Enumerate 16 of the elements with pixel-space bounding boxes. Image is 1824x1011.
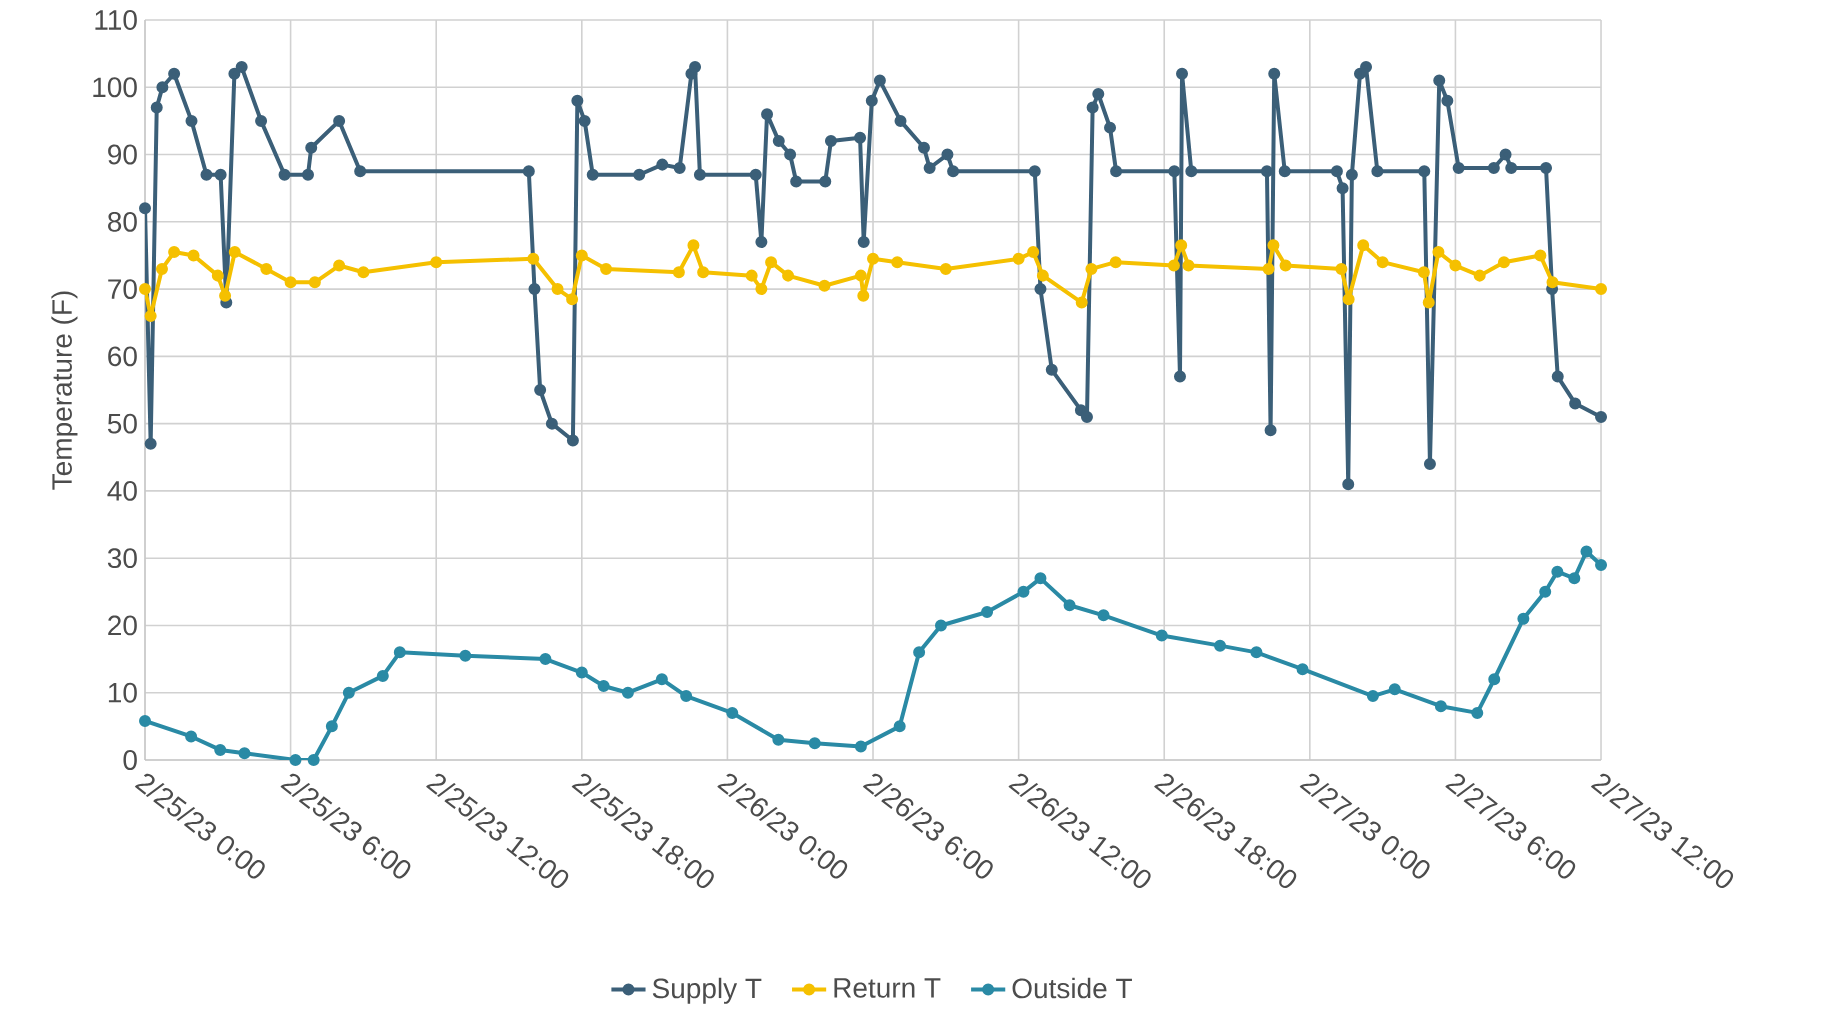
y-tick-label: 60 [108, 346, 137, 367]
y-tick-label: 50 [107, 413, 137, 434]
legend-label: Return T [834, 978, 941, 998]
y-tick-label: 90 [108, 144, 137, 165]
y-tick-label: 30 [107, 548, 137, 569]
y-tick-label: 70 [108, 279, 137, 300]
y-tick-label: 110 [95, 10, 137, 30]
y-tick-label: 0 [123, 750, 137, 770]
y-tick-label: 40 [107, 480, 137, 501]
legend-label: Supply T [652, 977, 762, 1004]
legend-label: Outside T [1012, 977, 1132, 999]
y-tick-label: 80 [108, 211, 137, 232]
y-tick-label: 20 [108, 615, 137, 636]
y-tick-label: 100 [93, 77, 137, 98]
y-tick-label: 10 [108, 682, 137, 703]
y-axis-title: Temperature (F) [51, 291, 78, 490]
